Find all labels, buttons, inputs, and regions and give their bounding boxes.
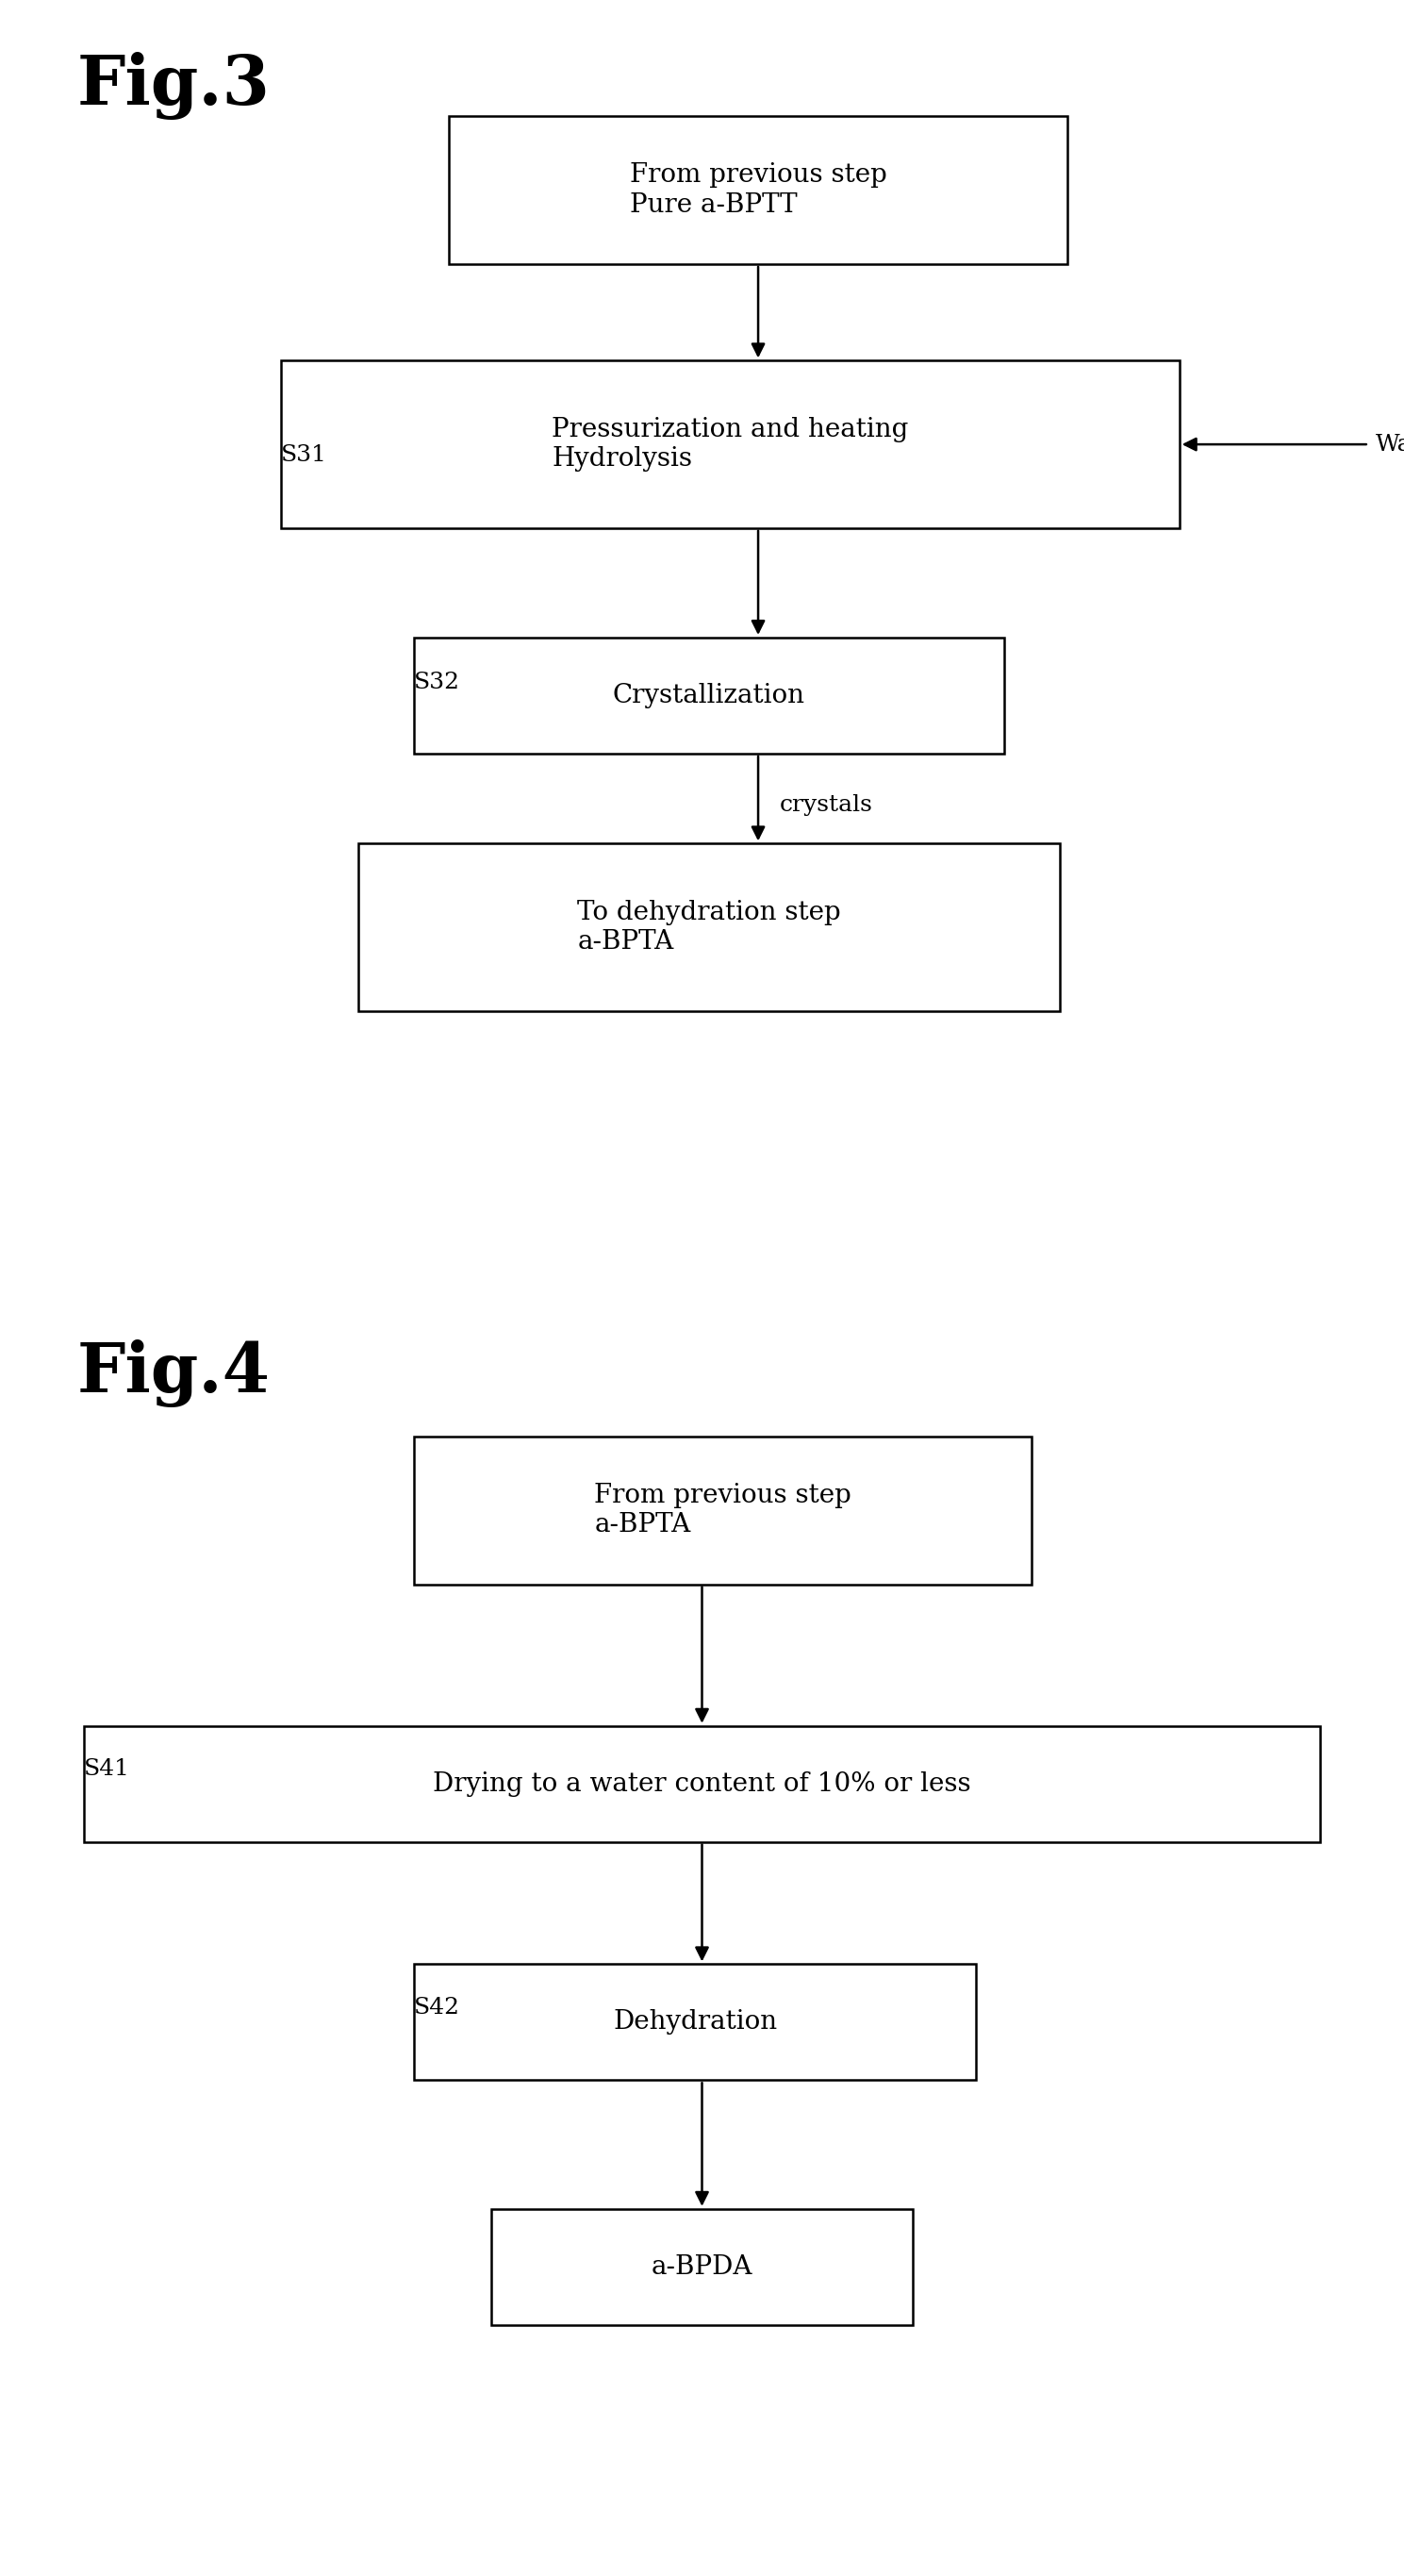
Text: S41: S41 bbox=[84, 1759, 131, 1780]
FancyBboxPatch shape bbox=[84, 1726, 1320, 1842]
Text: From previous step
Pure a-BPTT: From previous step Pure a-BPTT bbox=[629, 162, 887, 216]
Text: a-BPDA: a-BPDA bbox=[651, 2254, 753, 2280]
FancyBboxPatch shape bbox=[281, 361, 1179, 528]
Text: S32: S32 bbox=[414, 672, 461, 693]
FancyBboxPatch shape bbox=[449, 116, 1067, 265]
FancyBboxPatch shape bbox=[414, 639, 1004, 755]
Text: Water: Water bbox=[1376, 433, 1404, 456]
FancyBboxPatch shape bbox=[414, 1437, 1032, 1584]
Text: Crystallization: Crystallization bbox=[612, 683, 806, 708]
Text: To dehydration step
a-BPTA: To dehydration step a-BPTA bbox=[577, 899, 841, 956]
Text: Fig.3: Fig.3 bbox=[77, 52, 271, 118]
Text: Pressurization and heating
Hydrolysis: Pressurization and heating Hydrolysis bbox=[552, 417, 908, 471]
FancyBboxPatch shape bbox=[414, 1965, 976, 2081]
Text: From previous step
a-BPTA: From previous step a-BPTA bbox=[594, 1484, 852, 1538]
FancyBboxPatch shape bbox=[358, 845, 1060, 1012]
Text: Fig.4: Fig.4 bbox=[77, 1340, 271, 1406]
Text: Drying to a water content of 10% or less: Drying to a water content of 10% or less bbox=[432, 1772, 972, 1795]
Text: crystals: crystals bbox=[779, 793, 872, 817]
Text: S31: S31 bbox=[281, 446, 327, 466]
Text: S42: S42 bbox=[414, 1996, 461, 2020]
Text: Dehydration: Dehydration bbox=[614, 2009, 776, 2035]
FancyBboxPatch shape bbox=[491, 2210, 913, 2324]
